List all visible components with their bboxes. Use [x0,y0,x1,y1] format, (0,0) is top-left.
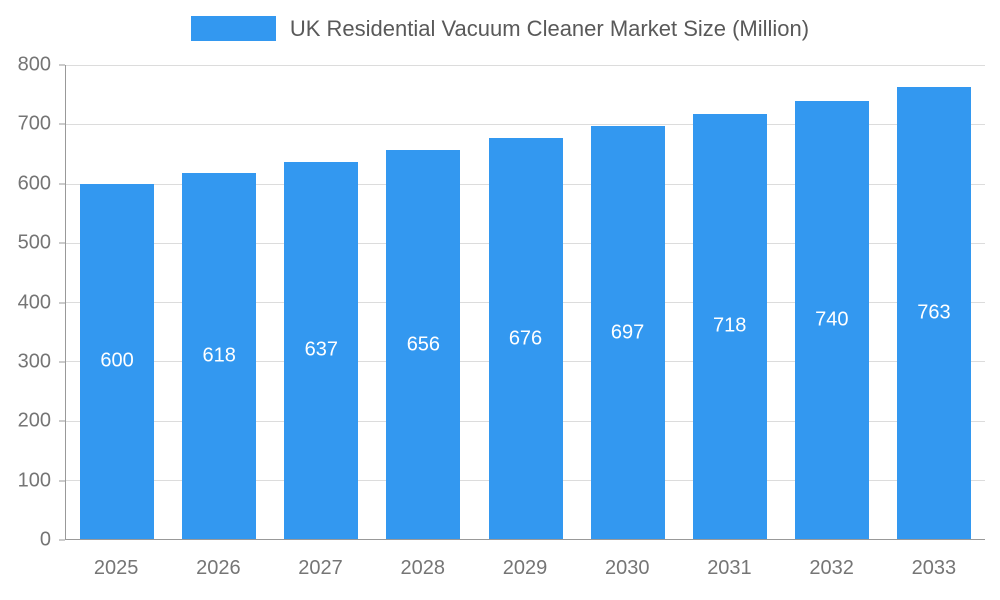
y-axis-tick-mark [59,242,65,244]
x-axis-tick-label: 2032 [809,557,854,579]
bar-value-label: 600 [100,349,134,372]
x-axis-tick-label: 2026 [196,557,241,579]
chart-title: UK Residential Vacuum Cleaner Market Siz… [289,16,810,41]
x-axis-tick-label: 2028 [400,557,446,579]
y-axis-tick-mark [59,539,65,541]
x-axis-tick-label: 2033 [911,557,957,579]
y-axis-tick-label: 800 [17,53,51,76]
bar-value-label: 656 [406,333,441,356]
x-axis-tick-label: 2027 [298,557,343,579]
y-axis-tick-label: 300 [17,350,51,373]
y-axis-tick-mark [59,302,65,303]
bar-2030: 697 [590,126,665,539]
bar-value-label: 740 [815,308,849,331]
x-axis-tick-label: 2029 [502,557,548,579]
y-axis-tick-label: 600 [17,172,51,195]
y-axis: 0 100 200 300 400 500 600 700 800 [0,54,65,551]
y-axis-tick-label: 700 [17,112,51,135]
bar-2027: 637 [284,161,359,539]
y-axis-tick-mark [59,183,65,185]
bar-2025: 600 [80,183,155,539]
bar-value-label: 697 [610,321,645,344]
plot-area: 600 618 637 656 676 697 718 740 763 [65,65,985,540]
y-axis-tick-label: 400 [17,291,51,313]
y-axis-tick-mark [59,361,65,363]
bar-2028: 656 [386,150,461,539]
bar-2032: 740 [794,100,869,539]
y-axis-tick-label: 0 [39,528,51,551]
bar-value-label: 618 [202,344,236,367]
x-axis-tick-label: 2031 [707,557,752,579]
bar-2026: 618 [182,172,257,539]
gridline [66,124,985,126]
y-axis-tick-label: 100 [17,469,51,492]
y-axis-tick-label: 500 [17,231,51,254]
x-axis-tick-label: 2030 [604,557,650,579]
bar-2029: 676 [488,138,563,539]
y-axis-tick-mark [59,64,65,66]
bar-value-label: 763 [917,301,951,324]
x-axis-tick-label: 2025 [93,557,139,579]
y-axis-tick-mark [59,123,65,125]
bar-value-label: 718 [713,314,747,337]
legend[interactable]: UK Residential Vacuum Cleaner Market Siz… [0,16,1000,41]
y-axis-tick-mark [59,420,65,422]
bar-value-label: 637 [304,338,338,361]
legend-swatch-icon [190,16,276,41]
x-axis: 2025 2026 2027 2028 2029 2030 2031 2032 2033 [65,545,985,590]
bar-2033: 763 [896,86,971,539]
y-axis-tick-label: 200 [17,409,51,432]
bar-value-label: 676 [508,327,543,350]
gridline [66,65,985,66]
bar-2031: 718 [692,113,767,539]
y-axis-tick-mark [59,480,65,482]
